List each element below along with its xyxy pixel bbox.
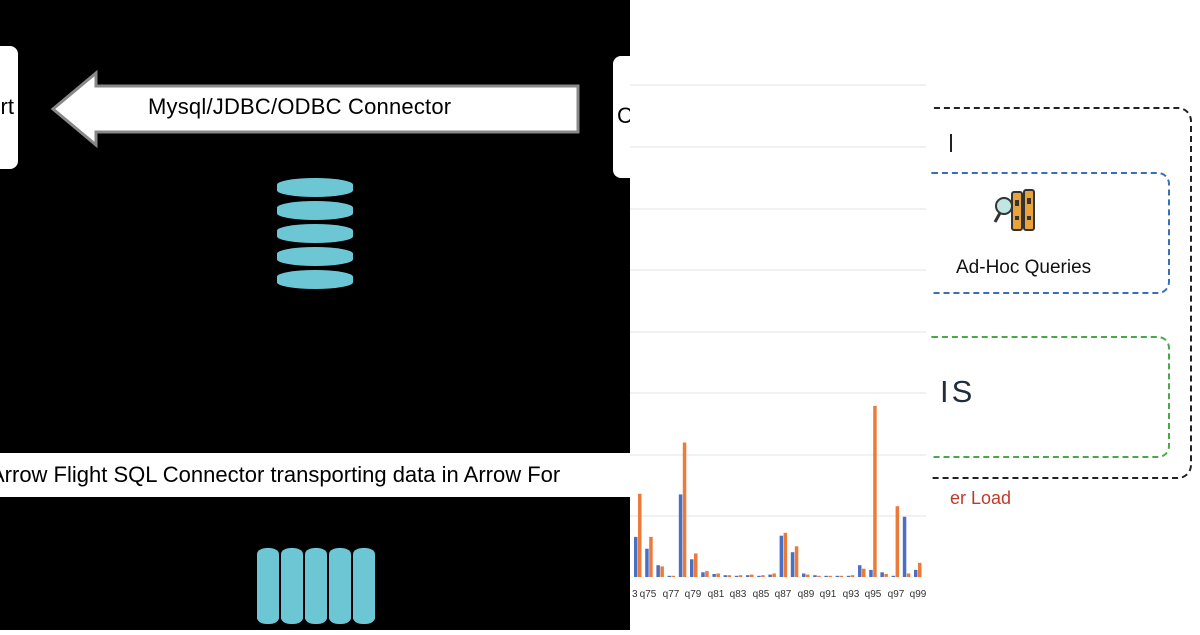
x-tick-label: q95 — [865, 589, 882, 600]
bar-series2-5 — [694, 553, 698, 577]
bar-series1-21 — [869, 569, 873, 577]
bar-series1-12 — [768, 574, 772, 577]
bar-series2-9 — [738, 575, 743, 577]
bar-series2-12 — [772, 573, 776, 577]
bar-series2-19 — [850, 575, 855, 577]
outer-dashed-container — [930, 107, 1192, 479]
x-tick-label: q75 — [640, 589, 657, 600]
bar-series1-13 — [779, 535, 784, 577]
adhoc-queries-box — [930, 172, 1170, 294]
bar-series1-22 — [880, 572, 884, 577]
x-tick-label: q91 — [820, 589, 837, 600]
title-fragment-mark — [950, 134, 952, 152]
arrow-flight-banner-text: Arrow Flight SQL Connector transporting … — [0, 462, 561, 487]
left-arrow-icon — [50, 70, 580, 148]
bar-series1-4 — [678, 494, 683, 577]
bar-series1-0 — [634, 536, 638, 577]
left-app-box: rt — [0, 46, 18, 169]
x-tick-label: q81 — [708, 589, 725, 600]
x-tick-label: q89 — [798, 589, 815, 600]
bar-series1-8 — [723, 575, 728, 577]
bar-series1-20 — [858, 565, 862, 577]
bar-series2-25 — [918, 562, 922, 577]
bar-series2-18 — [839, 575, 844, 577]
row-store-stack-icon — [277, 178, 353, 293]
x-tick-label: q79 — [685, 589, 702, 600]
bar-series2-3 — [671, 575, 676, 577]
bar-chart-svg: 3 q75 q77 q79 q81 q83 q85 q87 q89 q91 q93 q95 q97 q99 — [630, 84, 927, 600]
bar-series1-25 — [914, 569, 918, 577]
bar-series2-17 — [828, 575, 832, 577]
x-tick-label: q99 — [910, 589, 927, 600]
right-app-box: C — [613, 56, 630, 178]
bar-series2-8 — [727, 575, 732, 577]
x-tick-label: 3 — [632, 589, 638, 600]
bar-series1-16 — [813, 575, 817, 577]
connector-arrow-label: Mysql/JDBC/ODBC Connector — [148, 94, 452, 119]
right-app-box-label: C — [617, 103, 630, 128]
bar-series1-11 — [757, 575, 761, 577]
bar-series2-0 — [638, 493, 642, 577]
bar-series2-21 — [873, 405, 877, 577]
bar-series1-23 — [891, 575, 896, 577]
bar-series1-10 — [746, 575, 750, 577]
bar-series2-22 — [884, 574, 888, 577]
bar-series1-9 — [734, 575, 739, 577]
bar-series1-7 — [712, 574, 716, 577]
x-tick-label: q77 — [663, 589, 680, 600]
load-label: er Load — [950, 488, 1012, 508]
bar-series1-14 — [790, 552, 795, 577]
x-tick-label: q83 — [730, 589, 747, 600]
green-dashed-box — [930, 336, 1170, 458]
bar-series2-20 — [862, 568, 866, 577]
bar-series1-17 — [824, 575, 828, 577]
bar-series1-24 — [902, 516, 907, 577]
bar-series2-1 — [649, 536, 653, 577]
adhoc-queries-label: Ad-Hoc Queries — [956, 257, 1092, 278]
x-tick-label: q93 — [843, 589, 860, 600]
bar-series2-11 — [761, 575, 765, 577]
bar-series2-23 — [895, 506, 900, 577]
arrow-flight-banner: Arrow Flight SQL Connector transporting … — [0, 453, 630, 497]
bar-series1-15 — [802, 573, 806, 577]
green-box-label: IS — [940, 374, 976, 409]
magnifier-files-icon — [993, 189, 1035, 231]
bar-series1-1 — [645, 548, 649, 577]
bar-series2-16 — [817, 575, 821, 577]
left-app-box-label: rt — [0, 94, 14, 119]
benchmark-chart: 3 q75 q77 q79 q81 q83 q85 q87 q89 q91 q93 q95 q97 q99 — [630, 0, 930, 630]
x-tick-label: q85 — [753, 589, 770, 600]
bar-series2-24 — [906, 573, 911, 577]
x-tick-label: q97 — [888, 589, 905, 600]
bar-series2-4 — [682, 442, 687, 577]
bar-series2-6 — [705, 571, 709, 577]
bar-series2-2 — [660, 566, 664, 577]
bar-series1-6 — [701, 572, 705, 577]
bar-series2-15 — [806, 574, 810, 577]
bar-series2-10 — [750, 574, 754, 577]
bar-series1-5 — [690, 559, 694, 577]
workload-diagram: Ad-Hoc Queries IS er Load — [930, 0, 1200, 630]
architecture-diagram: rt C Mysql/JDBC/ODBC Connector Arrow Fli… — [0, 0, 630, 630]
bar-series2-7 — [716, 573, 720, 577]
bar-series2-14 — [794, 546, 799, 577]
bar-series2-13 — [783, 532, 788, 578]
bar-series1-18 — [835, 575, 840, 577]
x-tick-label: q87 — [775, 589, 792, 600]
bar-series1-19 — [846, 575, 851, 577]
bar-series1-2 — [656, 565, 660, 577]
bar-series1-3 — [667, 575, 672, 577]
